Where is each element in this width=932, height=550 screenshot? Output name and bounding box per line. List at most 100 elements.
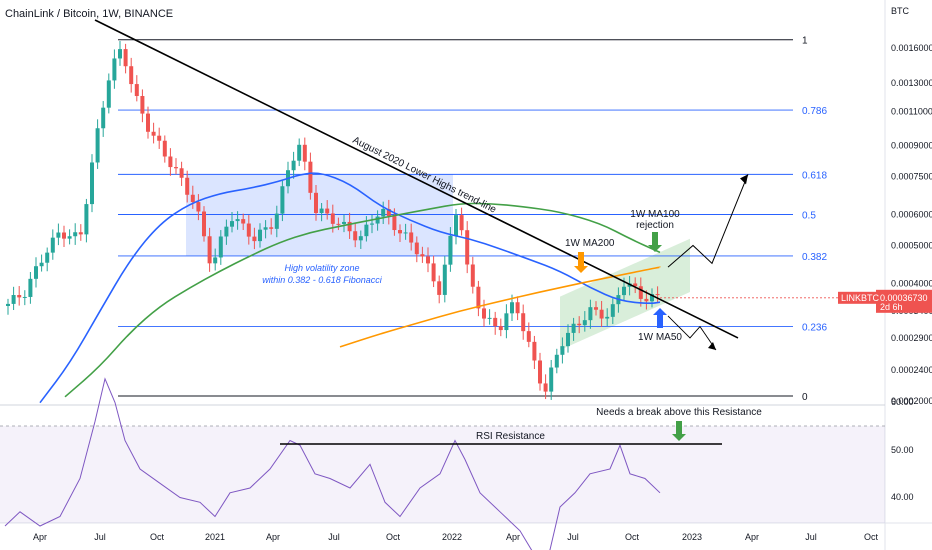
candle-body <box>218 236 223 258</box>
candle-body <box>498 326 503 331</box>
candle-body <box>78 232 83 235</box>
candle-body <box>538 360 542 384</box>
y-tick-label: 0.00020000 <box>891 396 932 406</box>
rsi-panel: RSI Resistance <box>4 377 722 550</box>
ma50-label: 1W MA50 <box>638 332 682 343</box>
candle-body <box>510 302 514 314</box>
bull-arrowhead <box>740 174 748 185</box>
x-tick-label: Apr <box>506 532 520 542</box>
candle-body <box>168 156 173 168</box>
candle-body <box>325 208 330 214</box>
candle-body <box>95 128 100 163</box>
candle-body <box>594 307 598 310</box>
candle-body <box>414 242 419 255</box>
candle-body <box>493 317 498 327</box>
candle-body <box>381 208 386 217</box>
candle-body <box>39 262 44 267</box>
candle-body <box>129 66 134 85</box>
candle-body <box>213 257 218 264</box>
x-tick-label: 2021 <box>205 532 225 542</box>
candle-body <box>118 49 122 59</box>
candle-body <box>526 331 531 342</box>
candle-body <box>252 236 257 242</box>
x-tick-label: Oct <box>150 532 165 542</box>
candle-body <box>650 294 654 302</box>
candle-body <box>50 237 55 253</box>
chart-title: ChainLink / Bitcoin, 1W, BINANCE <box>5 8 173 20</box>
candle-body <box>504 313 509 331</box>
x-tick-label: Apr <box>745 532 759 542</box>
candles <box>6 41 660 400</box>
candle-body <box>140 96 145 114</box>
candle-body <box>207 236 212 264</box>
high-volatility-zone <box>186 174 453 256</box>
candle-body <box>241 219 246 224</box>
x-tick-label: Jul <box>805 532 817 542</box>
candle-body <box>375 216 380 224</box>
candle-body <box>398 230 402 234</box>
candle-body <box>347 221 352 232</box>
candle-body <box>134 84 139 97</box>
candle-body <box>56 232 61 238</box>
x-tick-label: Apr <box>33 532 47 542</box>
ma-line-0 <box>39 172 661 404</box>
last-price-tag <box>876 289 932 313</box>
last-price-countdown: 2d 6h <box>880 302 903 312</box>
candle-body <box>476 286 481 309</box>
zone-label-line2: within 0.382 - 0.618 Fibonacci <box>262 275 383 285</box>
x-tick-label: Apr <box>266 532 280 542</box>
candle-body <box>84 204 89 235</box>
candle-body <box>274 213 279 229</box>
candle-body <box>45 252 50 263</box>
ma200-arrow-shaft <box>578 252 584 266</box>
candle-body <box>448 235 453 265</box>
candle-body <box>532 341 537 361</box>
candle-body <box>426 256 430 264</box>
fib-label-0.618: 0.618 <box>802 170 827 181</box>
candle-body <box>386 208 391 217</box>
candle-body <box>196 202 201 212</box>
candle-body <box>644 298 649 302</box>
ma200-arrow-head <box>574 266 588 273</box>
candle-body <box>599 309 604 319</box>
candle-body <box>364 224 369 237</box>
ma100-arrow-head <box>648 245 662 252</box>
x-tick-label: Oct <box>386 532 401 542</box>
candle-body <box>454 215 458 236</box>
rsi-resistance-label: RSI Resistance <box>476 431 545 442</box>
candle-body <box>420 254 425 257</box>
candle-body <box>269 227 274 229</box>
candle-body <box>17 295 22 298</box>
candle-body <box>459 215 464 231</box>
symbol-tag-label: LINKBTC <box>841 293 880 303</box>
candle-body <box>655 294 660 296</box>
ma200-label: 1W MA200 <box>565 238 615 249</box>
x-tick-label: Oct <box>625 532 640 542</box>
candle-body <box>258 229 262 242</box>
candle-body <box>73 232 78 237</box>
candle-body <box>437 281 442 295</box>
ma50-arrow-head <box>653 308 667 315</box>
candle-body <box>34 266 38 279</box>
candle-body <box>330 213 335 224</box>
candle-body <box>543 383 548 392</box>
candle-body <box>342 221 346 224</box>
rsi-break-arrow-shaft <box>676 421 682 434</box>
candle-body <box>62 232 66 239</box>
ma100-arrow-shaft <box>652 232 658 245</box>
candle-body <box>6 303 10 307</box>
fib-label-0.382: 0.382 <box>802 252 827 263</box>
candle-body <box>146 113 150 132</box>
candle-body <box>308 161 313 193</box>
x-tick-label: 2023 <box>682 532 702 542</box>
candle-body <box>571 323 576 333</box>
